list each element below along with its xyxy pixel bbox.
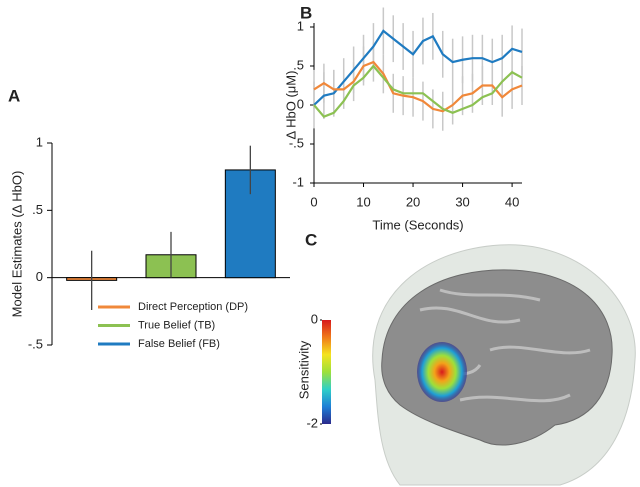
legend-label: False Belief (FB) — [138, 338, 220, 350]
colorbar-tick-label: -2 — [306, 415, 318, 430]
legend-label: Direct Perception (DP) — [138, 301, 248, 313]
y-tick-label: 1 — [297, 18, 304, 33]
series-line — [313, 29, 523, 106]
y-tick-label: .5 — [32, 202, 43, 217]
colorbar-label: Sensitivity — [296, 340, 311, 399]
y-tick-label: -.5 — [289, 135, 304, 150]
y-axis-label: Model Estimates (Δ HbO) — [9, 171, 24, 318]
panel-label: B — [300, 3, 312, 22]
x-tick-label: 10 — [356, 194, 370, 209]
series-line — [313, 64, 523, 119]
brain-illustration — [372, 244, 636, 486]
colorbar-tick-label: 0 — [311, 311, 318, 326]
panel-label: C — [305, 230, 317, 249]
panel-label: A — [8, 86, 20, 105]
x-axis-label: Time (Seconds) — [372, 217, 463, 232]
y-tick-label: 0 — [297, 96, 304, 111]
y-tick-label: -1 — [292, 174, 304, 189]
x-tick-label: 20 — [406, 194, 420, 209]
x-tick-label: 0 — [310, 194, 317, 209]
y-tick-label: -.5 — [28, 336, 43, 351]
series-line — [313, 60, 523, 113]
y-tick-label: 0 — [36, 269, 43, 284]
legend-label: True Belief (TB) — [138, 319, 215, 331]
x-tick-label: 30 — [455, 194, 469, 209]
colorbar — [322, 320, 331, 424]
x-tick-label: 40 — [505, 194, 519, 209]
y-tick-label: 1 — [36, 134, 43, 149]
y-axis-label: Δ HbO (μM) — [283, 71, 298, 140]
y-tick-label: .5 — [293, 57, 304, 72]
